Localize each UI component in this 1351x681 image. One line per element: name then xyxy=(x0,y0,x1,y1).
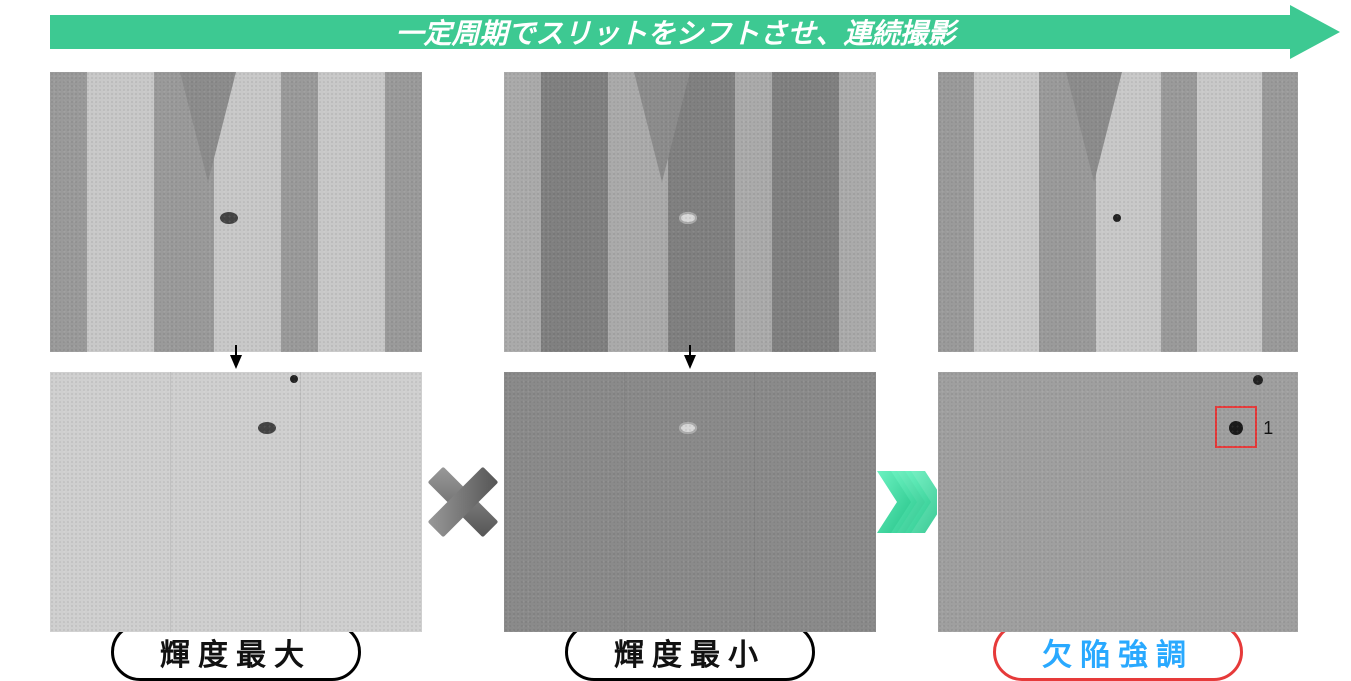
bottom-image-middle xyxy=(504,372,876,632)
defect-mark xyxy=(679,212,697,224)
defect-dot xyxy=(290,375,298,383)
banner-text: 一定周期でスリットをシフトさせ、連続撮影 xyxy=(0,12,1351,52)
defect-dot xyxy=(1229,421,1243,435)
defect-mark xyxy=(679,422,697,434)
top-image-middle xyxy=(504,72,876,352)
defect-mark xyxy=(220,212,238,224)
label-right-text: 欠陥強調 xyxy=(1042,639,1194,672)
defect-dot xyxy=(1253,375,1263,385)
triangle-mark xyxy=(634,72,690,182)
triangle-mark xyxy=(180,72,236,182)
arrow-down-icon xyxy=(684,355,696,369)
bottom-image-left xyxy=(50,372,422,632)
top-image-left xyxy=(50,72,422,352)
defect-mark xyxy=(258,422,276,434)
top-image-right xyxy=(938,72,1298,352)
label-left-text: 輝度最大 xyxy=(160,639,312,672)
bottom-image-right: 1 xyxy=(938,372,1298,632)
chevrons-icon xyxy=(877,471,937,533)
triangle-mark xyxy=(1066,72,1122,182)
arrow-down-icon xyxy=(230,355,242,369)
defect-mark xyxy=(1113,214,1121,222)
defect-number: 1 xyxy=(1263,418,1273,439)
label-middle-text: 輝度最小 xyxy=(614,639,766,672)
multiply-icon xyxy=(430,469,496,535)
